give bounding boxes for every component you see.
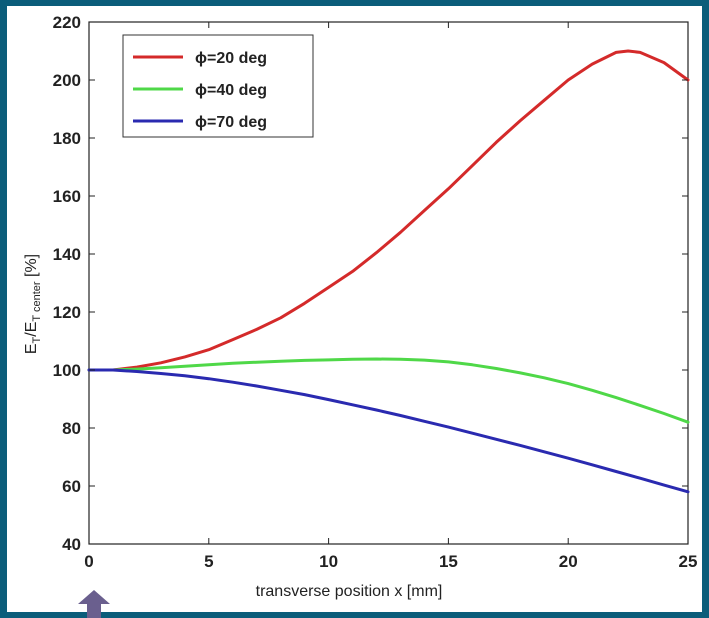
- chart-frame: 0 5 10 15 20 25 40 60 80 100 120 140 160 180 200 220 tr…: [7, 6, 702, 618]
- legend-label-2: ϕ=40 deg: [195, 82, 267, 99]
- x-tick-label: 0: [84, 552, 93, 571]
- y-tick-label: 200: [53, 71, 81, 90]
- y-tick-label: 80: [62, 419, 81, 438]
- x-axis-label: transverse position x [mm]: [256, 583, 443, 600]
- x-tick-label: 25: [679, 552, 698, 571]
- legend: ϕ=20 deg ϕ=40 deg ϕ=70 deg: [122, 34, 314, 138]
- y-tick-label: 140: [53, 245, 81, 264]
- y-tick-label: 40: [62, 535, 81, 554]
- legend-label-1: ϕ=20 deg: [195, 50, 267, 67]
- x-tick-label: 10: [319, 552, 338, 571]
- line-chart: 0 5 10 15 20 25 40 60 80 100 120 140 160 180 200 220 tr…: [23, 13, 698, 600]
- y-tick-label: 60: [62, 477, 81, 496]
- x-tick-label: 15: [439, 552, 458, 571]
- y-tick-label: 120: [53, 303, 81, 322]
- y-tick-label: 220: [53, 13, 81, 32]
- y-tick-label: 160: [53, 187, 81, 206]
- series-line-3: [87, 368, 690, 494]
- series-line-1: [87, 49, 690, 372]
- y-tick-label: 100: [53, 361, 81, 380]
- y-axis-label: ET/ET center [%]: [23, 254, 43, 354]
- series-line-2: [87, 357, 690, 424]
- x-tick-label: 20: [559, 552, 578, 571]
- x-tick-label: 5: [204, 552, 213, 571]
- y-tick-label: 180: [53, 129, 81, 148]
- up-arrow-icon: [78, 590, 110, 618]
- legend-label-3: ϕ=70 deg: [195, 114, 267, 131]
